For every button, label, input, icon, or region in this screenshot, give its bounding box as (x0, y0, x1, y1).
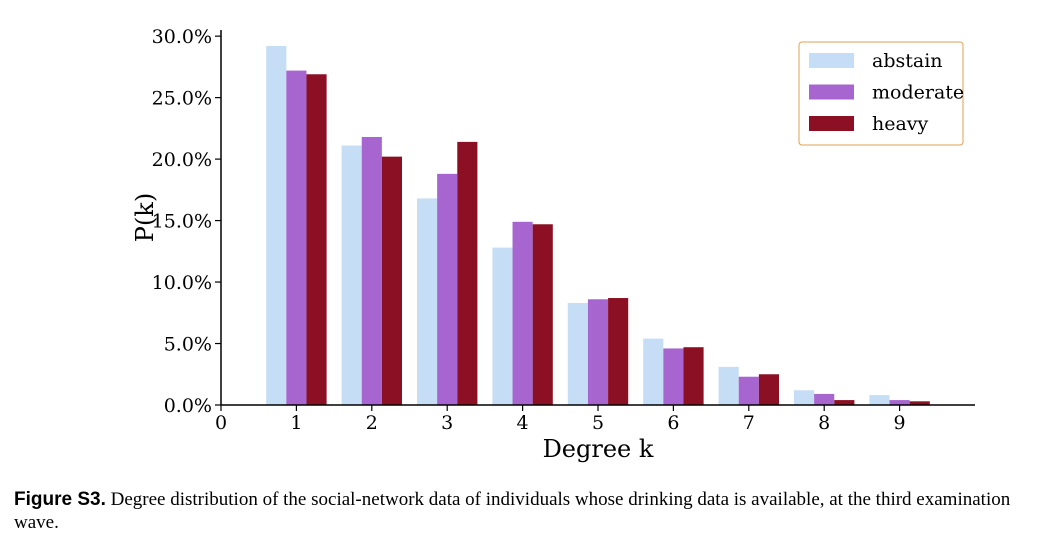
x-tick-label: 8 (818, 412, 830, 434)
y-tick-label: 5.0% (164, 334, 212, 356)
bar-abstain-6 (643, 338, 664, 405)
x-axis-title: Degree k (543, 435, 654, 463)
bar-moderate-3 (437, 173, 458, 405)
legend-label-abstain: abstain (872, 50, 943, 72)
x-tick-label: 4 (517, 412, 529, 434)
legend-swatch-abstain (809, 53, 854, 68)
bar-moderate-2 (361, 136, 382, 405)
bar-chart: 0.0% 5.0% 10.0% 15.0% 20.0% 25.0% 30.0% 0 1 2 3 4 5… (131, 26, 975, 463)
y-tick-label: 10.0% (152, 272, 212, 294)
bar-heavy-2 (381, 156, 402, 405)
bar-moderate-7 (738, 376, 759, 405)
y-axis-title: P(k) (131, 193, 159, 242)
bars-group (266, 45, 930, 405)
legend-swatch-heavy (809, 116, 854, 131)
x-tick-label: 0 (215, 412, 227, 434)
x-tick-label: 2 (366, 412, 378, 434)
bar-abstain-1 (266, 45, 287, 405)
bar-moderate-1 (286, 70, 307, 405)
bar-heavy-6 (683, 347, 704, 405)
bar-heavy-8 (834, 400, 855, 405)
figure-caption: Figure S3. Degree distribution of the so… (14, 488, 1039, 534)
bar-heavy-7 (758, 374, 779, 405)
bar-heavy-4 (532, 224, 553, 405)
bar-abstain-3 (417, 198, 438, 405)
bar-abstain-7 (718, 366, 739, 405)
y-tick-label: 20.0% (152, 149, 212, 171)
caption-text: Degree distribution of the social-networ… (14, 489, 1011, 533)
legend-label-moderate: moderate (872, 82, 964, 104)
bar-heavy-9 (909, 401, 930, 405)
y-tick-label: 25.0% (152, 88, 212, 110)
y-ticks-group: 0.0% 5.0% 10.0% 15.0% 20.0% 25.0% 30.0% (152, 26, 221, 417)
bar-heavy-3 (457, 141, 478, 405)
bar-moderate-8 (814, 393, 835, 405)
x-tick-label: 1 (290, 412, 302, 434)
x-ticks-group: 0 1 2 3 4 5 6 7 8 9 (215, 405, 906, 434)
y-tick-label: 0.0% (164, 395, 212, 417)
bar-abstain-9 (869, 395, 890, 405)
y-tick-label: 15.0% (152, 211, 212, 233)
y-tick-label: 30.0% (152, 26, 212, 48)
x-tick-label: 3 (441, 412, 453, 434)
chart-area: 0.0% 5.0% 10.0% 15.0% 20.0% 25.0% 30.0% 0 1 2 3 4 5… (131, 26, 975, 463)
legend: abstain moderate heavy (798, 41, 964, 146)
bar-abstain-5 (567, 302, 588, 405)
bar-moderate-6 (663, 348, 684, 405)
x-tick-label: 7 (743, 412, 755, 434)
x-tick-label: 6 (667, 412, 679, 434)
bar-moderate-4 (512, 221, 533, 405)
bar-abstain-8 (794, 390, 815, 405)
bar-moderate-9 (889, 400, 910, 405)
legend-label-heavy: heavy (872, 113, 929, 135)
bar-abstain-4 (492, 247, 513, 405)
bar-moderate-5 (587, 299, 609, 405)
caption-label: Figure S3. (14, 489, 106, 510)
bar-heavy-1 (306, 74, 327, 405)
bar-abstain-2 (341, 145, 362, 405)
bar-heavy-5 (608, 298, 629, 405)
x-tick-label: 9 (894, 412, 906, 434)
legend-swatch-moderate (809, 84, 854, 100)
x-tick-label: 5 (592, 412, 604, 434)
